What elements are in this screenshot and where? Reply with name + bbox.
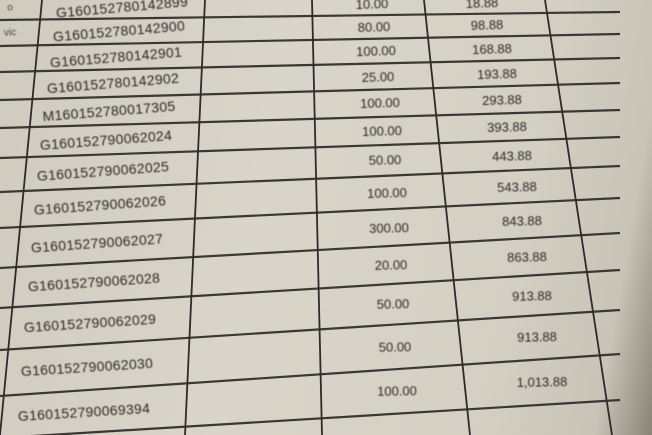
amount-cell: 25.00 bbox=[361, 68, 395, 85]
row-divider bbox=[0, 135, 621, 160]
balance-cell: 293.88 bbox=[481, 91, 523, 108]
amount-cell: 100.00 bbox=[356, 42, 397, 60]
column-divider bbox=[0, 0, 43, 435]
row-divider bbox=[0, 268, 621, 310]
row-divider bbox=[0, 32, 621, 48]
row-divider bbox=[0, 308, 621, 352]
row-divider bbox=[0, 56, 621, 74]
column-divider bbox=[423, 0, 471, 435]
balance-cell: 443.88 bbox=[491, 147, 533, 164]
amount-cell: 10.00 bbox=[355, 0, 389, 12]
row-divider bbox=[30, 398, 621, 435]
row-divider bbox=[0, 196, 621, 230]
amount-cell: 50.00 bbox=[376, 296, 410, 313]
row-prefix-fragment: o bbox=[6, 2, 14, 14]
balance-cell: 18.88 bbox=[465, 0, 499, 11]
amount-cell: 50.00 bbox=[378, 339, 412, 355]
row-divider bbox=[0, 352, 621, 398]
amount-cell: 80.00 bbox=[357, 18, 391, 35]
balance-cell: 393.88 bbox=[486, 119, 528, 136]
balance-cell: 913.88 bbox=[516, 329, 558, 346]
amount-cell: 100.00 bbox=[366, 184, 407, 201]
balance-cell: 863.88 bbox=[506, 249, 548, 265]
row-divider bbox=[0, 10, 621, 22]
balance-cell: 193.88 bbox=[476, 65, 518, 82]
balance-cell: 843.88 bbox=[501, 212, 543, 229]
amount-cell: 100.00 bbox=[362, 122, 403, 140]
balance-cell: 98.88 bbox=[470, 17, 504, 34]
amount-cell: 100.00 bbox=[360, 95, 401, 112]
amount-cell: 100.00 bbox=[376, 383, 418, 400]
amount-cell: 300.00 bbox=[368, 219, 409, 236]
column-divider bbox=[311, 0, 323, 435]
row-divider bbox=[0, 231, 621, 270]
column-divider bbox=[544, 0, 613, 435]
balance-cell: 168.88 bbox=[471, 40, 513, 57]
row-prefix-fragment: vic bbox=[3, 27, 17, 39]
balance-cell: 913.88 bbox=[511, 287, 553, 304]
row-divider bbox=[0, 108, 621, 130]
balance-cell: 1,013.88 bbox=[516, 374, 568, 390]
balance-cell: 543.88 bbox=[496, 178, 538, 195]
row-divider bbox=[0, 164, 621, 194]
amount-cell: 50.00 bbox=[368, 152, 401, 169]
column-divider bbox=[184, 0, 206, 435]
amount-cell: 20.00 bbox=[374, 257, 408, 273]
row-divider bbox=[0, 81, 621, 102]
